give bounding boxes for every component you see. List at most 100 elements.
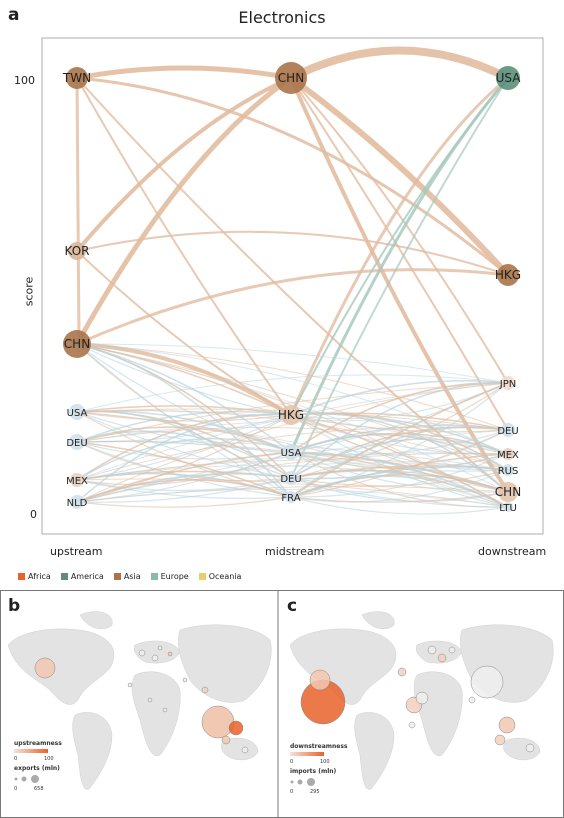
- edge: [76, 451, 292, 486]
- edges-group: [74, 46, 511, 515]
- edge: [290, 429, 509, 498]
- edge: [76, 343, 509, 455]
- node-label-midstream-hkg: HKG: [278, 408, 304, 422]
- node-downstream-mex: [502, 448, 514, 460]
- africa: [131, 671, 181, 756]
- edge: [76, 65, 292, 81]
- edge: [76, 405, 292, 416]
- node-label-upstream-twn: TWN: [62, 71, 91, 85]
- edge: [76, 479, 292, 499]
- map-bubble: [167, 651, 173, 657]
- node-label-upstream-deu: DEU: [66, 438, 87, 449]
- y-tick-0: 0: [30, 508, 37, 521]
- edge: [76, 414, 292, 481]
- europe: [134, 640, 181, 664]
- edge: [76, 413, 292, 503]
- node-midstream-fra: [285, 491, 297, 503]
- nodes-group: TWN KOR CHN USA DEU MEX NLD CHN HKG USA DEU FRA USA H…: [62, 62, 521, 514]
- map-b-legend-title: upstreamness: [14, 740, 62, 747]
- edge: [76, 427, 509, 455]
- node-downstream-hkg: [497, 264, 519, 286]
- node-upstream-kor: [68, 242, 86, 260]
- greenland: [79, 611, 113, 630]
- edge: [290, 469, 509, 487]
- edge: [76, 76, 509, 277]
- map-bubble: [201, 686, 209, 694]
- node-downstream-ltu: [503, 502, 513, 512]
- node-midstream-deu: [284, 471, 298, 485]
- panel-a-letter: a: [8, 5, 20, 25]
- node-downstream-deu: [501, 423, 515, 437]
- node-label-downstream-usa: USA: [496, 71, 522, 85]
- edge: [76, 343, 509, 384]
- map-c: downstreamness 0 100 imports (mln) 0 295: [289, 611, 554, 795]
- y-tick-100: 100: [14, 74, 35, 87]
- node-midstream-usa: [283, 444, 299, 460]
- edge: [76, 477, 292, 503]
- map-bubble: [415, 691, 429, 705]
- node-downstream-chn: [498, 482, 518, 502]
- legend-swatch-america: [60, 573, 68, 580]
- map-b: upstreamness 0 100 exports (mln) 0 658: [7, 611, 272, 792]
- map-bubble: [437, 653, 447, 663]
- edge: [76, 426, 509, 481]
- legend-swatch-asia: [113, 573, 121, 580]
- map-c-scale-min: 0: [290, 759, 293, 765]
- panel-c-letter: c: [287, 596, 298, 616]
- edge: [289, 76, 509, 416]
- legend-africa: Africa: [18, 572, 51, 581]
- edge: [75, 77, 81, 345]
- node-upstream-deu: [69, 434, 85, 450]
- node-downstream-rus: [502, 464, 514, 476]
- node-upstream-mex: [70, 473, 84, 487]
- map-bubble: [138, 649, 146, 657]
- edge: [76, 496, 292, 508]
- map-bubble: [470, 665, 504, 699]
- map-bubble: [448, 646, 456, 654]
- legend-label-asia: Asia: [123, 572, 141, 581]
- legend-swatch-africa: [18, 573, 25, 580]
- edge: [76, 477, 292, 492]
- edge: [290, 77, 509, 416]
- edge: [76, 441, 292, 498]
- map-bubble: [228, 720, 244, 736]
- edge: [76, 343, 292, 479]
- node-downstream-usa: [496, 66, 520, 90]
- map-c-size-title: imports (mln): [290, 768, 337, 775]
- map-c-size-min: 0: [290, 789, 293, 795]
- edge: [76, 77, 292, 416]
- map-bubble: [151, 654, 159, 662]
- node-label-midstream-deu: DEU: [280, 474, 301, 485]
- legend-label-europe: Europe: [160, 572, 189, 581]
- legend-label-oceania: Oceania: [208, 572, 242, 581]
- map-bubble: [309, 669, 331, 691]
- node-label-upstream-usa: USA: [67, 408, 88, 419]
- map-bubble: [157, 645, 163, 651]
- map-bubble: [34, 657, 56, 679]
- legend-label-africa: Africa: [28, 572, 51, 581]
- node-label-downstream-chn: CHN: [495, 485, 521, 499]
- map-bubble: [468, 696, 476, 704]
- node-label-midstream-chn: CHN: [278, 71, 304, 85]
- map-bubble: [397, 667, 407, 677]
- node-label-midstream-fra: FRA: [281, 493, 300, 504]
- node-label-downstream-ltu: LTU: [499, 503, 517, 514]
- australia: [221, 737, 259, 761]
- legend-swatch-oceania: [198, 573, 206, 580]
- node-label-upstream-kor: KOR: [65, 244, 90, 258]
- map-b-size-max: 658: [34, 786, 44, 792]
- legend-swatch-europe: [150, 573, 158, 580]
- asia: [178, 624, 272, 703]
- edge: [290, 77, 509, 384]
- map-bubble: [525, 743, 535, 753]
- map-b-size-min: 0: [14, 786, 17, 792]
- map-b-size-title: exports (mln): [14, 765, 60, 772]
- edge: [290, 491, 509, 503]
- edge: [76, 268, 509, 346]
- edge: [290, 382, 509, 479]
- chart-title: Electronics: [238, 8, 326, 27]
- node-upstream-twn: [66, 67, 88, 89]
- edge: [74, 75, 293, 346]
- node-midstream-chn: [275, 62, 307, 94]
- edge: [76, 230, 509, 276]
